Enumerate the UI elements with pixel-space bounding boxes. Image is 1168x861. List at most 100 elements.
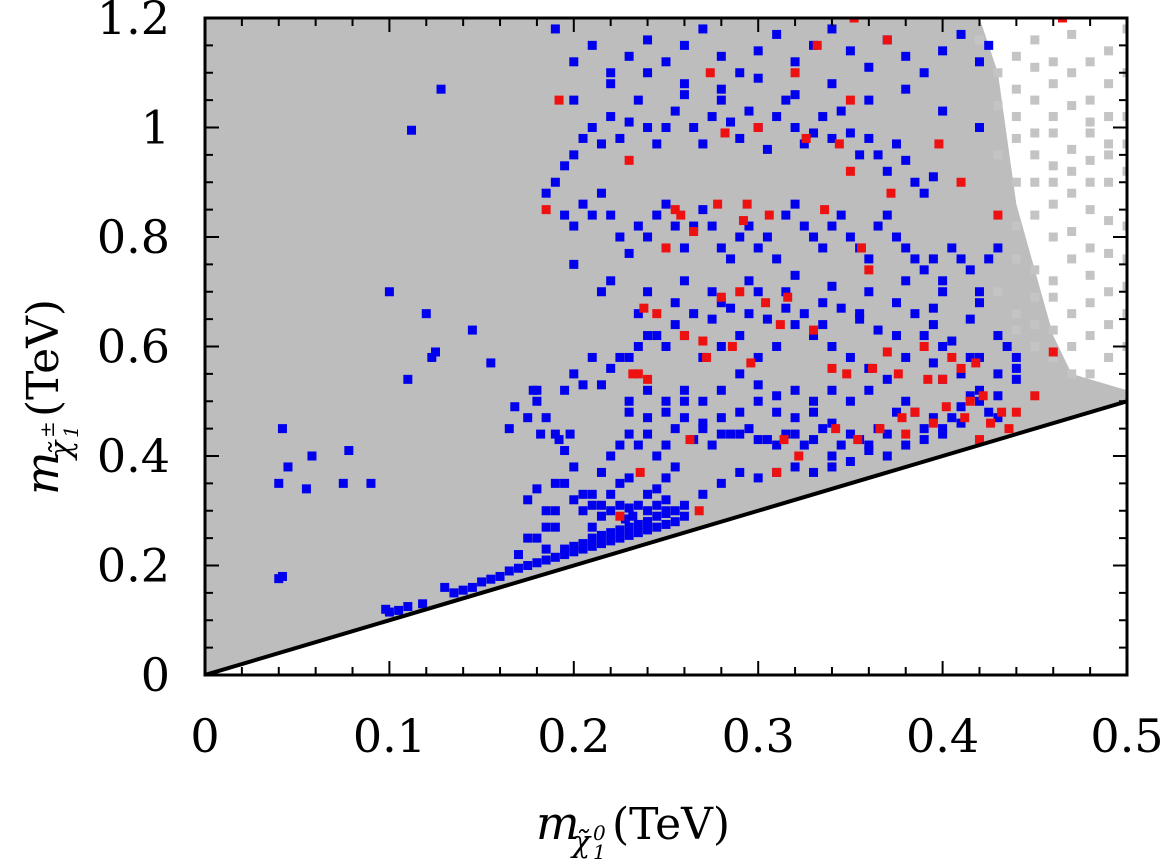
blue-point bbox=[670, 298, 680, 308]
blue-point bbox=[532, 385, 542, 395]
red-point bbox=[661, 243, 671, 253]
blue-point bbox=[615, 478, 625, 488]
red-point bbox=[882, 35, 892, 45]
blue-point bbox=[541, 555, 551, 565]
red-point bbox=[893, 369, 903, 379]
red-point bbox=[827, 363, 837, 373]
blue-point bbox=[569, 495, 579, 505]
blue-point bbox=[578, 133, 588, 143]
blue-point bbox=[744, 276, 754, 286]
red-point bbox=[713, 199, 723, 209]
blue-point bbox=[744, 309, 754, 319]
blue-point bbox=[753, 396, 763, 406]
blue-point bbox=[596, 287, 606, 297]
red-point bbox=[956, 177, 966, 187]
blue-point bbox=[956, 369, 966, 379]
axis-ticks bbox=[204, 17, 1128, 676]
x-tick-label: 0.1 bbox=[353, 709, 426, 763]
blue-point bbox=[845, 456, 855, 466]
x-tick-label: 0.2 bbox=[537, 709, 610, 763]
grey-point bbox=[1048, 112, 1058, 122]
red-point bbox=[670, 205, 680, 215]
blue-point bbox=[394, 605, 404, 615]
blue-point bbox=[956, 402, 966, 412]
x-tick-label: 0 bbox=[190, 709, 219, 763]
blue-point bbox=[652, 511, 662, 521]
grey-point bbox=[1085, 369, 1095, 379]
blue-point bbox=[624, 429, 634, 439]
blue-point bbox=[587, 352, 597, 362]
red-point bbox=[702, 352, 712, 362]
blue-point bbox=[735, 232, 745, 242]
blue-point bbox=[919, 68, 929, 78]
y-tick-label: 0.6 bbox=[97, 320, 170, 374]
blue-point bbox=[587, 522, 597, 532]
blue-point bbox=[274, 574, 284, 584]
red-point bbox=[652, 309, 662, 319]
blue-point bbox=[993, 369, 1003, 379]
grey-point bbox=[1104, 46, 1114, 56]
x-label-symbol: m bbox=[536, 796, 580, 850]
blue-point bbox=[744, 106, 754, 116]
blue-point bbox=[615, 440, 625, 450]
blue-point bbox=[670, 106, 680, 116]
blue-point bbox=[633, 440, 643, 450]
grey-point bbox=[1104, 79, 1114, 89]
blue-point bbox=[845, 46, 855, 56]
x-label-sub-sup: 0 bbox=[593, 821, 606, 845]
blue-point bbox=[467, 325, 477, 335]
blue-point bbox=[689, 309, 699, 319]
blue-point bbox=[947, 243, 957, 253]
blue-point bbox=[624, 503, 634, 513]
blue-point bbox=[550, 24, 560, 34]
blue-point bbox=[569, 369, 579, 379]
blue-point bbox=[753, 380, 763, 390]
grey-point bbox=[1030, 177, 1040, 187]
grey-point bbox=[1067, 309, 1077, 319]
blue-point bbox=[864, 440, 874, 450]
blue-point bbox=[974, 396, 984, 406]
blue-point bbox=[643, 429, 653, 439]
blue-point bbox=[762, 314, 772, 324]
blue-point bbox=[679, 40, 689, 50]
blue-point bbox=[735, 429, 745, 439]
blue-point bbox=[565, 429, 575, 439]
red-point bbox=[853, 435, 863, 445]
grey-point bbox=[1104, 248, 1114, 258]
blue-point bbox=[541, 188, 551, 198]
blue-point bbox=[882, 166, 892, 176]
blue-point bbox=[827, 385, 837, 395]
red-point bbox=[965, 396, 975, 406]
red-point bbox=[831, 424, 841, 434]
blue-point bbox=[661, 473, 671, 483]
blue-point bbox=[836, 210, 846, 220]
blue-point bbox=[753, 473, 763, 483]
blue-point bbox=[845, 429, 855, 439]
blue-point bbox=[744, 424, 754, 434]
red-point bbox=[1030, 391, 1040, 401]
blue-point bbox=[753, 46, 763, 56]
blue-point bbox=[643, 489, 653, 499]
blue-point bbox=[301, 484, 311, 494]
grey-point bbox=[1104, 352, 1114, 362]
blue-point bbox=[679, 276, 689, 286]
grey-point bbox=[1104, 216, 1114, 226]
grey-point bbox=[1085, 331, 1095, 341]
blue-point bbox=[633, 342, 643, 351]
blue-point bbox=[670, 462, 680, 472]
grey-point bbox=[993, 101, 1003, 111]
blue-point bbox=[735, 407, 745, 417]
blue-point bbox=[606, 506, 616, 516]
grey-point bbox=[1067, 166, 1077, 176]
red-point bbox=[761, 298, 771, 308]
blue-point bbox=[384, 607, 394, 617]
red-point bbox=[882, 347, 892, 357]
blue-point bbox=[855, 309, 865, 319]
blue-point bbox=[827, 281, 837, 291]
blue-point bbox=[560, 210, 570, 220]
blue-point bbox=[882, 451, 892, 461]
blue-point bbox=[550, 522, 560, 532]
red-point bbox=[698, 336, 708, 346]
grey-point bbox=[1122, 254, 1127, 264]
